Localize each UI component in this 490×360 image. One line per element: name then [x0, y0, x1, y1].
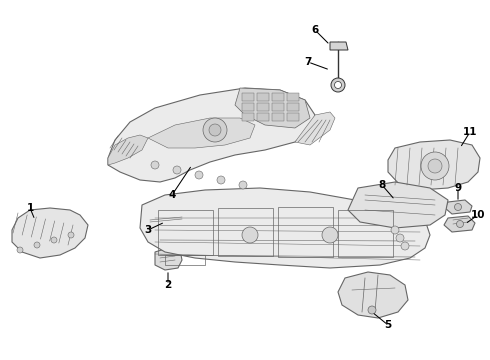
Circle shape: [391, 226, 399, 234]
Circle shape: [428, 159, 442, 173]
Bar: [272, 113, 284, 121]
Bar: [287, 93, 299, 101]
Circle shape: [396, 234, 404, 242]
Circle shape: [401, 242, 409, 250]
Text: 6: 6: [311, 25, 318, 35]
Bar: [287, 113, 299, 121]
Bar: [242, 103, 254, 111]
Polygon shape: [108, 135, 148, 165]
Text: 10: 10: [471, 210, 485, 220]
Circle shape: [242, 227, 258, 243]
Circle shape: [239, 181, 247, 189]
Circle shape: [322, 227, 338, 243]
Bar: [257, 113, 269, 121]
Polygon shape: [444, 216, 475, 232]
Polygon shape: [330, 42, 348, 50]
Circle shape: [335, 81, 342, 89]
Bar: [287, 103, 299, 111]
Circle shape: [151, 161, 159, 169]
Circle shape: [421, 152, 449, 180]
Text: 5: 5: [384, 320, 392, 330]
Text: 11: 11: [463, 127, 477, 137]
Circle shape: [457, 220, 464, 228]
Circle shape: [34, 242, 40, 248]
Circle shape: [17, 247, 23, 253]
Circle shape: [368, 306, 376, 314]
Polygon shape: [445, 200, 472, 214]
Circle shape: [217, 176, 225, 184]
Circle shape: [173, 166, 181, 174]
Text: 7: 7: [304, 57, 312, 67]
Bar: [257, 103, 269, 111]
Bar: [278, 207, 333, 257]
Text: 8: 8: [378, 180, 386, 190]
Text: 3: 3: [145, 225, 151, 235]
Polygon shape: [108, 88, 315, 182]
Bar: [272, 93, 284, 101]
Bar: [242, 113, 254, 121]
Bar: [158, 210, 213, 255]
Bar: [338, 210, 393, 257]
Bar: [257, 93, 269, 101]
Polygon shape: [348, 182, 448, 228]
Polygon shape: [388, 140, 480, 190]
Polygon shape: [140, 188, 430, 268]
Polygon shape: [295, 112, 335, 145]
Polygon shape: [145, 212, 188, 225]
Polygon shape: [148, 118, 255, 148]
Circle shape: [68, 232, 74, 238]
Circle shape: [51, 237, 57, 243]
Polygon shape: [12, 208, 88, 258]
Circle shape: [331, 78, 345, 92]
Polygon shape: [235, 88, 310, 128]
Polygon shape: [338, 272, 408, 318]
Circle shape: [203, 118, 227, 142]
Text: 9: 9: [454, 183, 462, 193]
Bar: [218, 208, 273, 256]
Text: 2: 2: [164, 280, 171, 290]
Bar: [242, 93, 254, 101]
Circle shape: [209, 124, 221, 136]
Polygon shape: [155, 248, 182, 270]
Bar: [272, 103, 284, 111]
Text: 4: 4: [168, 190, 176, 200]
Circle shape: [455, 203, 462, 211]
Text: 1: 1: [26, 203, 34, 213]
Circle shape: [195, 171, 203, 179]
Bar: [165, 255, 205, 265]
